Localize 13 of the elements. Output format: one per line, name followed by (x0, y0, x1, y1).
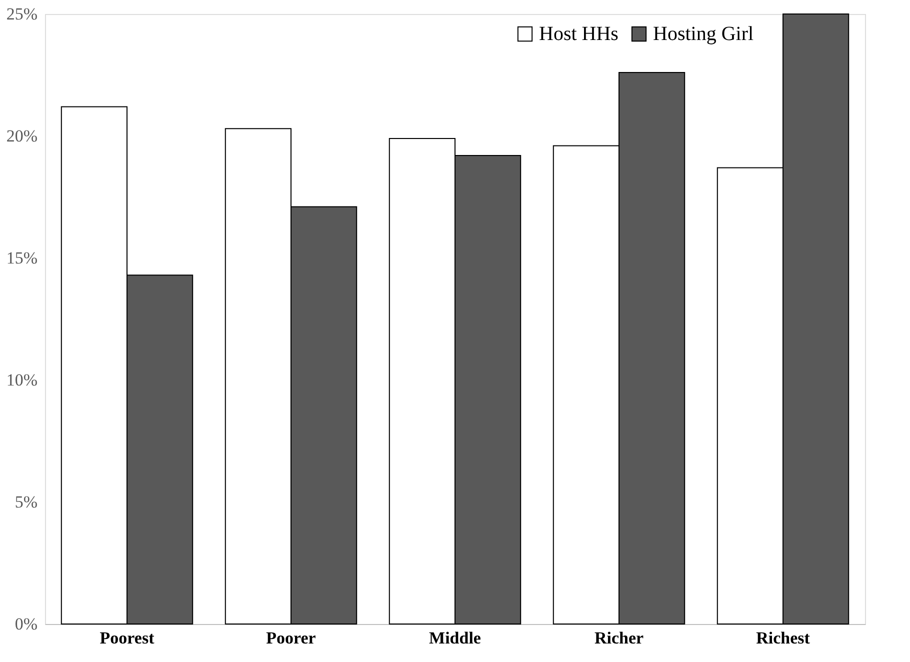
y-tick-label: 5% (14, 492, 38, 512)
y-tick-label: 15% (6, 248, 38, 268)
x-tick-label: Poorer (266, 628, 316, 648)
y-tick-label: 10% (6, 370, 38, 390)
x-tick-label: Middle (429, 628, 482, 648)
x-tick-label: Richer (594, 628, 644, 648)
legend-label: Host HHs (539, 23, 619, 45)
y-tick-label: 20% (6, 126, 38, 146)
x-tick-label: Poorest (100, 628, 155, 648)
x-tick-label: Richest (756, 628, 810, 648)
y-tick-label: 0% (14, 614, 38, 634)
legend-label: Hosting Girl (653, 23, 754, 45)
y-tick-label: 25% (6, 4, 38, 24)
